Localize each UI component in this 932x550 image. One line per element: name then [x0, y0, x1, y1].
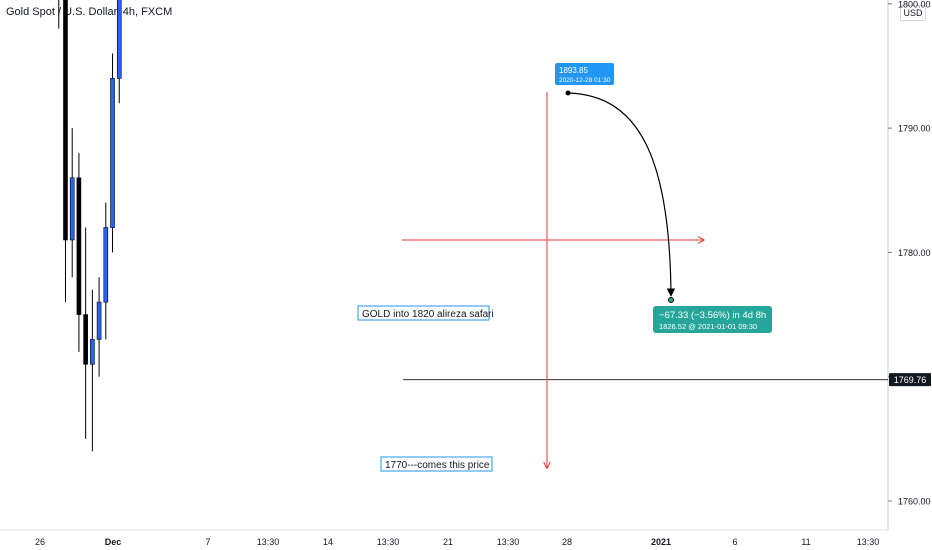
note-1770-text: 1770---comes this price: [385, 460, 490, 471]
y-tick-label: 1800.00: [898, 0, 931, 9]
x-tick-label: 2021: [651, 537, 671, 547]
x-tick-label: 13:30: [377, 537, 400, 547]
candle: [110, 53, 115, 253]
note-1820-text: GOLD into 1820 alireza safari: [362, 309, 494, 320]
y-tick-label: 1760.00: [898, 497, 931, 507]
svg-text:1769.76: 1769.76: [894, 375, 927, 385]
x-tick-label: 14: [323, 537, 333, 547]
callout-price: 1893.85: [559, 66, 588, 75]
candle: [63, 0, 68, 303]
x-tick-label: 7: [205, 537, 210, 547]
note-1820-box[interactable]: GOLD into 1820 alireza safari: [357, 305, 494, 321]
candle: [116, 0, 122, 104]
x-tick-label: 6: [732, 537, 737, 547]
x-tick-label: 13:30: [497, 537, 520, 547]
candles-layer: [58, 0, 122, 452]
candle: [76, 152, 82, 352]
x-tick-label: Dec: [105, 537, 122, 547]
candle: [69, 128, 75, 278]
arrow-end-dot: [668, 297, 674, 303]
candle: [96, 277, 102, 377]
x-tick-label: 21: [443, 537, 453, 547]
price-level-label[interactable]: 1769.76: [889, 373, 931, 387]
result-change: −67.33 (−3.56%) in 4d 8h: [659, 310, 766, 321]
curved-target-arrow: [567, 92, 676, 297]
note-1770-box[interactable]: 1770---comes this price: [380, 456, 493, 472]
candle: [103, 202, 109, 340]
y-tick-label: 1790.00: [898, 124, 931, 134]
y-tick-label: 1780.00: [898, 248, 931, 258]
x-tick-label: 11: [801, 537, 810, 547]
x-tick-label: 26: [35, 537, 45, 547]
candle: [83, 227, 88, 439]
arrow-start-dot: [565, 90, 571, 96]
x-tick-label: 28: [562, 537, 572, 547]
price-callout[interactable]: 1893.85 2020-12-28 01:30: [555, 63, 614, 85]
chart-title: Gold Spot / U.S. Dollar, 4h, FXCM: [6, 6, 173, 18]
result-callout[interactable]: −67.33 (−3.56%) in 4d 8h 1826.52 @ 2021-…: [653, 306, 772, 333]
x-tick-label: 13:30: [857, 537, 880, 547]
x-tick-label: 13:30: [257, 537, 280, 547]
callout-date: 2020-12-28 01:30: [559, 77, 611, 84]
candle: [58, 0, 60, 29]
candle: [90, 289, 95, 452]
result-target: 1826.52 @ 2021-01-01 09:30: [659, 322, 757, 331]
currency-badge[interactable]: USD: [900, 5, 926, 21]
